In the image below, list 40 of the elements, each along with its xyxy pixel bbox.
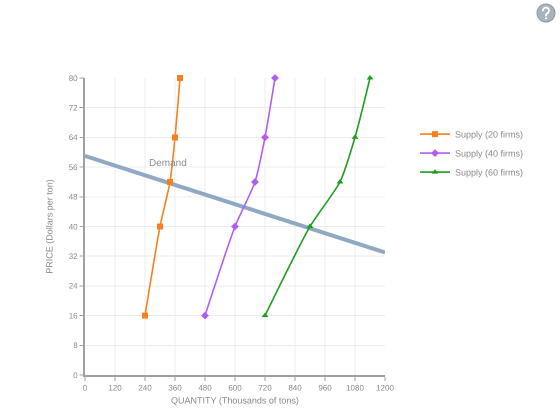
y-tick-label: 32 [68, 252, 78, 261]
y-tick-label: 24 [68, 282, 78, 291]
x-tick-label: 1080 [346, 383, 364, 392]
y-tick-label: 0 [73, 370, 78, 380]
point [201, 312, 209, 320]
point [172, 134, 178, 140]
legend-label: Supply (40 firms) [455, 148, 524, 159]
y-tick-label: 40 [68, 222, 78, 232]
legend-label: Supply (20 firms) [455, 130, 524, 140]
point [271, 74, 279, 82]
y-axis-title: PRICE (Dollars per ton) [44, 179, 55, 274]
y-tick-label: 72 [68, 104, 78, 112]
point [142, 312, 148, 319]
legend-label: Supply (60 firms) [455, 168, 524, 178]
point [177, 75, 183, 81]
x-tick-label: 720 [258, 383, 272, 392]
x-tick-label: 960 [318, 383, 332, 392]
x-tick-label: 480 [198, 383, 212, 392]
point [231, 222, 239, 230]
y-tick-label: 8 [73, 341, 78, 350]
x-tick-label: 240 [138, 383, 152, 392]
x-axis-title: QUANTITY (Thousands of tons) [171, 396, 299, 406]
x-tick-label: 0 [82, 383, 88, 392]
point [352, 134, 358, 139]
point [157, 224, 163, 230]
y-tick-label: 64 [68, 133, 78, 142]
point [262, 312, 268, 318]
y-tick-label: 80 [68, 74, 78, 83]
y-tick-label: 16 [68, 311, 78, 320]
y-tick-label: 48 [68, 192, 78, 202]
x-tick-label: 600 [228, 383, 242, 392]
point [251, 178, 259, 186]
point [336, 178, 344, 184]
x-tick-label: 840 [288, 383, 302, 392]
x-tick-label: 120 [108, 383, 122, 392]
point [261, 134, 269, 142]
point [167, 178, 173, 185]
x-tick-label: 360 [168, 383, 182, 392]
x-tick-label: 1200 [376, 383, 394, 392]
y-tick-label: 56 [68, 162, 78, 172]
